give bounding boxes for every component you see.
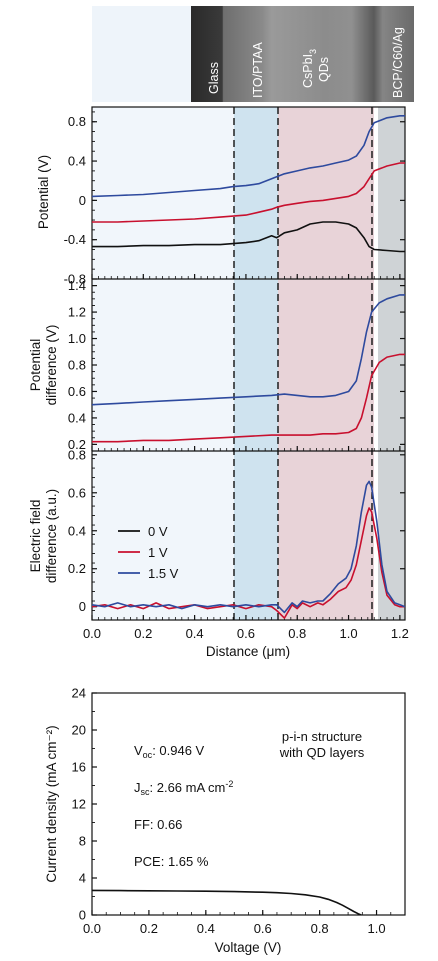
potential-ytick-label--0-4: -0.4 xyxy=(64,232,86,247)
electric-field-xtick-label-0-8: 0.8 xyxy=(288,626,306,641)
jv-ytick-label-0: 0 xyxy=(79,908,86,923)
potential-difference-ytick-label-0-4: 0.4 xyxy=(68,410,86,425)
electric-field-xtick-label-0-2: 0.2 xyxy=(134,626,152,641)
region-gap xyxy=(374,107,378,620)
electric-field-xtick-label-1-2: 1.2 xyxy=(391,626,409,641)
legend-label-1-5v: 1.5 V xyxy=(148,566,179,581)
jv-ytick-label-24: 24 xyxy=(72,686,86,701)
electric-field-xtick-label-1-0: 1.0 xyxy=(340,626,358,641)
potential-ytick-label-0-8: 0.8 xyxy=(68,114,86,129)
ylabel-current-density: Current density (mA cm⁻²) xyxy=(44,725,59,882)
ylabel-potential-difference-line2: difference (V) xyxy=(44,325,59,406)
potential-ytick-label--0-8: -0.8 xyxy=(64,272,86,287)
layer-label-cspbi3-line2: QDs xyxy=(317,57,331,82)
annotation-structure-line2: with QD layers xyxy=(279,745,365,760)
boundary-lines xyxy=(233,107,373,620)
electric-field-ytick-label-0: 0 xyxy=(79,599,86,614)
jv-series-j-v xyxy=(92,889,362,915)
region-top-electrode xyxy=(378,107,405,620)
electric-field-ytick-label-0-6: 0.6 xyxy=(68,485,86,500)
potential-difference-ytick-label-1-4: 1.4 xyxy=(68,278,86,293)
jv-ytick-label-20: 20 xyxy=(72,723,86,738)
jv-annotations: p-i-n structure with QD layers Voc: 0.94… xyxy=(134,729,365,869)
sem-image: Glass ITO/PTAA CsPbI3 QDs BCP/C60/Ag xyxy=(92,6,414,102)
layer-label-glass: Glass xyxy=(207,62,221,94)
jv-xtick-label-0-8: 0.8 xyxy=(311,921,329,936)
potential-series-1v xyxy=(92,162,405,223)
region-ito-ptaa xyxy=(234,107,278,620)
sem-cross-section xyxy=(191,6,414,102)
panel-frames xyxy=(91,106,406,621)
jv-xtick-label-1-0: 1.0 xyxy=(368,921,386,936)
electric-field-xtick-label-0-0: 0.0 xyxy=(83,626,101,641)
potential-series-1-5v xyxy=(92,115,405,198)
region-glass xyxy=(92,107,234,620)
electric-field-ytick-label-0-8: 0.8 xyxy=(68,447,86,462)
ylabel-potential-difference-line1: Potential xyxy=(28,339,43,392)
jv-ytick-label-16: 16 xyxy=(72,760,86,775)
potential-difference-ytick-label-0-6: 0.6 xyxy=(68,384,86,399)
stack-frame xyxy=(91,106,406,621)
legend-label-1v: 1 V xyxy=(148,545,168,560)
potential-ytick-label-0: 0 xyxy=(79,193,86,208)
ff-label: FF: 0.66 xyxy=(134,817,182,832)
layer-label-ito-ptaa: ITO/PTAA xyxy=(251,42,265,98)
sem-blank-area xyxy=(92,6,191,102)
voc-label: Voc: 0.946 V xyxy=(134,743,205,760)
electric-field-ytick-label-0-4: 0.4 xyxy=(68,523,86,538)
electric-field-panel: 0.8 0.6 0.4 0.2 0 0.0 0.2 0.4 0.6 0.8 1.0 1.2 xyxy=(68,447,409,641)
potential-difference-ytick-label-0-8: 0.8 xyxy=(68,358,86,373)
layer-label-bcp-c60-ag: BCP/C60/Ag xyxy=(391,27,405,98)
potential-ytick-label-0-4: 0.4 xyxy=(68,154,86,169)
potential-difference-panel: 1.4 1.2 1.0 0.8 0.6 0.4 0.2 xyxy=(68,278,405,452)
potential-difference-series-1v xyxy=(92,353,405,443)
electric-field-xtick-label-0-4: 0.4 xyxy=(186,626,204,641)
ylabel-electric-field-line1: Electric field xyxy=(28,500,43,573)
layer-label-cspbi3-line1: CsPbI3 xyxy=(301,49,318,88)
potential-panel: 0.8 0.4 0 -0.4 -0.8 xyxy=(64,111,405,287)
electric-field-ytick-label-0-2: 0.2 xyxy=(68,561,86,576)
jsc-label: Jsc: 2.66 mA cm-2 xyxy=(134,779,233,797)
annotation-structure-line1: p-i-n structure xyxy=(282,729,362,744)
potential-difference-ytick-label-0-2: 0.2 xyxy=(68,437,86,452)
ylabel-potential: Potential (V) xyxy=(36,155,51,229)
xlabel-distance: Distance (μm) xyxy=(206,644,290,659)
jv-xtick-label-0-6: 0.6 xyxy=(254,921,272,936)
potential-difference-ytick-label-1-2: 1.2 xyxy=(68,305,86,320)
electric-field-xtick-label-0-6: 0.6 xyxy=(237,626,255,641)
jv-panel: 24 20 16 12 8 4 00.0 0.2 0.4 0.6 0.8 1.0 xyxy=(72,686,392,936)
ylabel-electric-field-line2: difference (a.u.) xyxy=(44,489,59,583)
jv-xtick-label-0-4: 0.4 xyxy=(197,921,215,936)
jv-ytick-label-4: 4 xyxy=(79,871,86,886)
jv-xtick-label-0-2: 0.2 xyxy=(140,921,158,936)
layer-regions xyxy=(92,107,405,620)
electric-field-series-1v xyxy=(92,507,405,619)
jv-ytick-label-8: 8 xyxy=(79,834,86,849)
potential-difference-ytick-label-1-0: 1.0 xyxy=(68,331,86,346)
jv-frame xyxy=(91,692,406,916)
potential-series-0v xyxy=(92,221,405,253)
legend: 0 V 1 V 1.5 V xyxy=(118,524,179,581)
electric-field-series-1-5v xyxy=(92,480,405,614)
xlabel-voltage: Voltage (V) xyxy=(215,940,282,955)
jv-xtick-label-0-0: 0.0 xyxy=(83,921,101,936)
pce-label: PCE: 1.65 % xyxy=(134,854,209,869)
potential-difference-series-1-5v xyxy=(92,294,405,406)
legend-label-0v: 0 V xyxy=(148,524,168,539)
jv-ytick-label-12: 12 xyxy=(72,797,86,812)
